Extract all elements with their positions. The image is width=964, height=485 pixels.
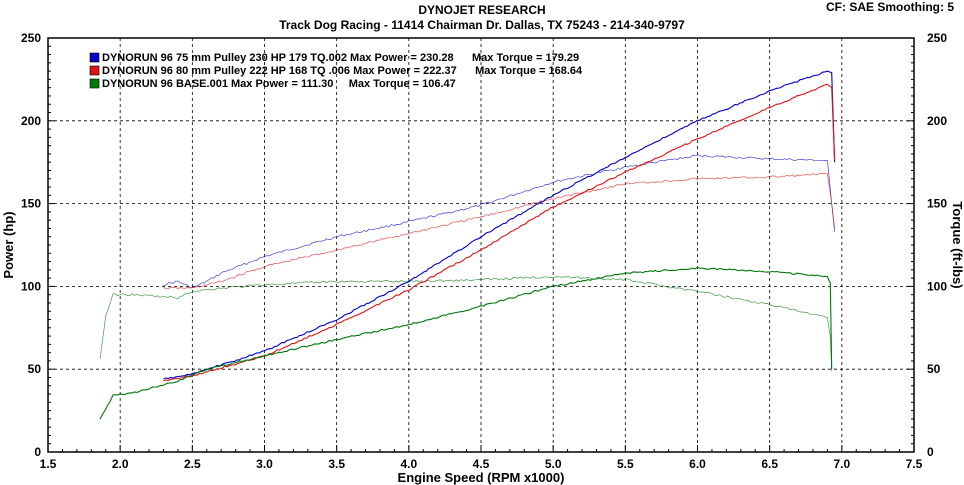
correction-info: CF: SAE Smoothing: 5 bbox=[826, 0, 954, 14]
y-tick-label-right: 50 bbox=[927, 362, 941, 376]
x-tick-label: 5.0 bbox=[545, 457, 562, 471]
y-tick-label-right: 250 bbox=[927, 31, 947, 45]
x-tick-label: 4.0 bbox=[400, 457, 417, 471]
x-tick-label: 7.0 bbox=[833, 457, 850, 471]
y-tick-label: 200 bbox=[21, 114, 41, 128]
data-lines bbox=[99, 70, 836, 420]
y-tick-label: 100 bbox=[21, 279, 41, 293]
power-line-1 bbox=[163, 70, 836, 380]
legend-label: DYNORUN 96 80 mm Pulley 222 HP 168 TQ .0… bbox=[102, 65, 583, 77]
legend-label: DYNORUN 96 BASE.001 Max Power = 111.30 M… bbox=[102, 78, 456, 90]
x-tick-label: 5.5 bbox=[617, 457, 634, 471]
power-line-3 bbox=[99, 266, 833, 420]
x-tick-label: 4.5 bbox=[473, 457, 490, 471]
y-tick-label: 250 bbox=[21, 31, 41, 45]
x-tick-label: 6.5 bbox=[761, 457, 778, 471]
x-axis-label: Engine Speed (RPM x1000) bbox=[398, 470, 565, 485]
y-axis-label-right: Torque (ft-lbs) bbox=[950, 201, 964, 288]
y-tick-label: 150 bbox=[21, 197, 41, 211]
y-tick-label-right: 0 bbox=[927, 445, 934, 459]
x-tick-label: 3.0 bbox=[256, 457, 273, 471]
x-tick-label: 2.0 bbox=[112, 457, 129, 471]
grid-lines bbox=[48, 38, 914, 452]
x-tick-label: 6.0 bbox=[689, 457, 706, 471]
chart-title: DYNOJET RESEARCH bbox=[418, 3, 546, 17]
chart-subtitle: Track Dog Racing - 11414 Chairman Dr. Da… bbox=[279, 18, 685, 32]
legend: DYNORUN 96 75 mm Pulley 230 HP 179 TQ.00… bbox=[89, 52, 583, 90]
torque-line-1 bbox=[163, 154, 835, 289]
y-tick-label: 0 bbox=[34, 445, 41, 459]
axis-ticks: 1.5 2.0 2.5 3.0 3.5 4.0 4.5 5.0 5.5 6.0 6.5 7.0 7.5 0… bbox=[21, 31, 947, 471]
legend-label: DYNORUN 96 75 mm Pulley 230 HP 179 TQ.00… bbox=[102, 52, 579, 64]
legend-swatch bbox=[89, 65, 100, 76]
torque-line-3 bbox=[99, 275, 833, 371]
x-tick-label: 7.5 bbox=[906, 457, 923, 471]
x-tick-label: 2.5 bbox=[184, 457, 201, 471]
y-tick-label: 50 bbox=[28, 362, 42, 376]
legend-swatch bbox=[89, 78, 100, 89]
torque-line-2 bbox=[163, 172, 835, 290]
legend-swatch bbox=[89, 52, 100, 63]
x-tick-label: 3.5 bbox=[328, 457, 345, 471]
y-axis-label-left: Power (hp) bbox=[1, 211, 16, 278]
y-tick-label-right: 200 bbox=[927, 114, 947, 128]
power-line-2 bbox=[163, 83, 836, 382]
x-tick-label: 1.5 bbox=[40, 457, 57, 471]
y-tick-label-right: 100 bbox=[927, 279, 947, 293]
y-tick-label-right: 150 bbox=[927, 197, 947, 211]
